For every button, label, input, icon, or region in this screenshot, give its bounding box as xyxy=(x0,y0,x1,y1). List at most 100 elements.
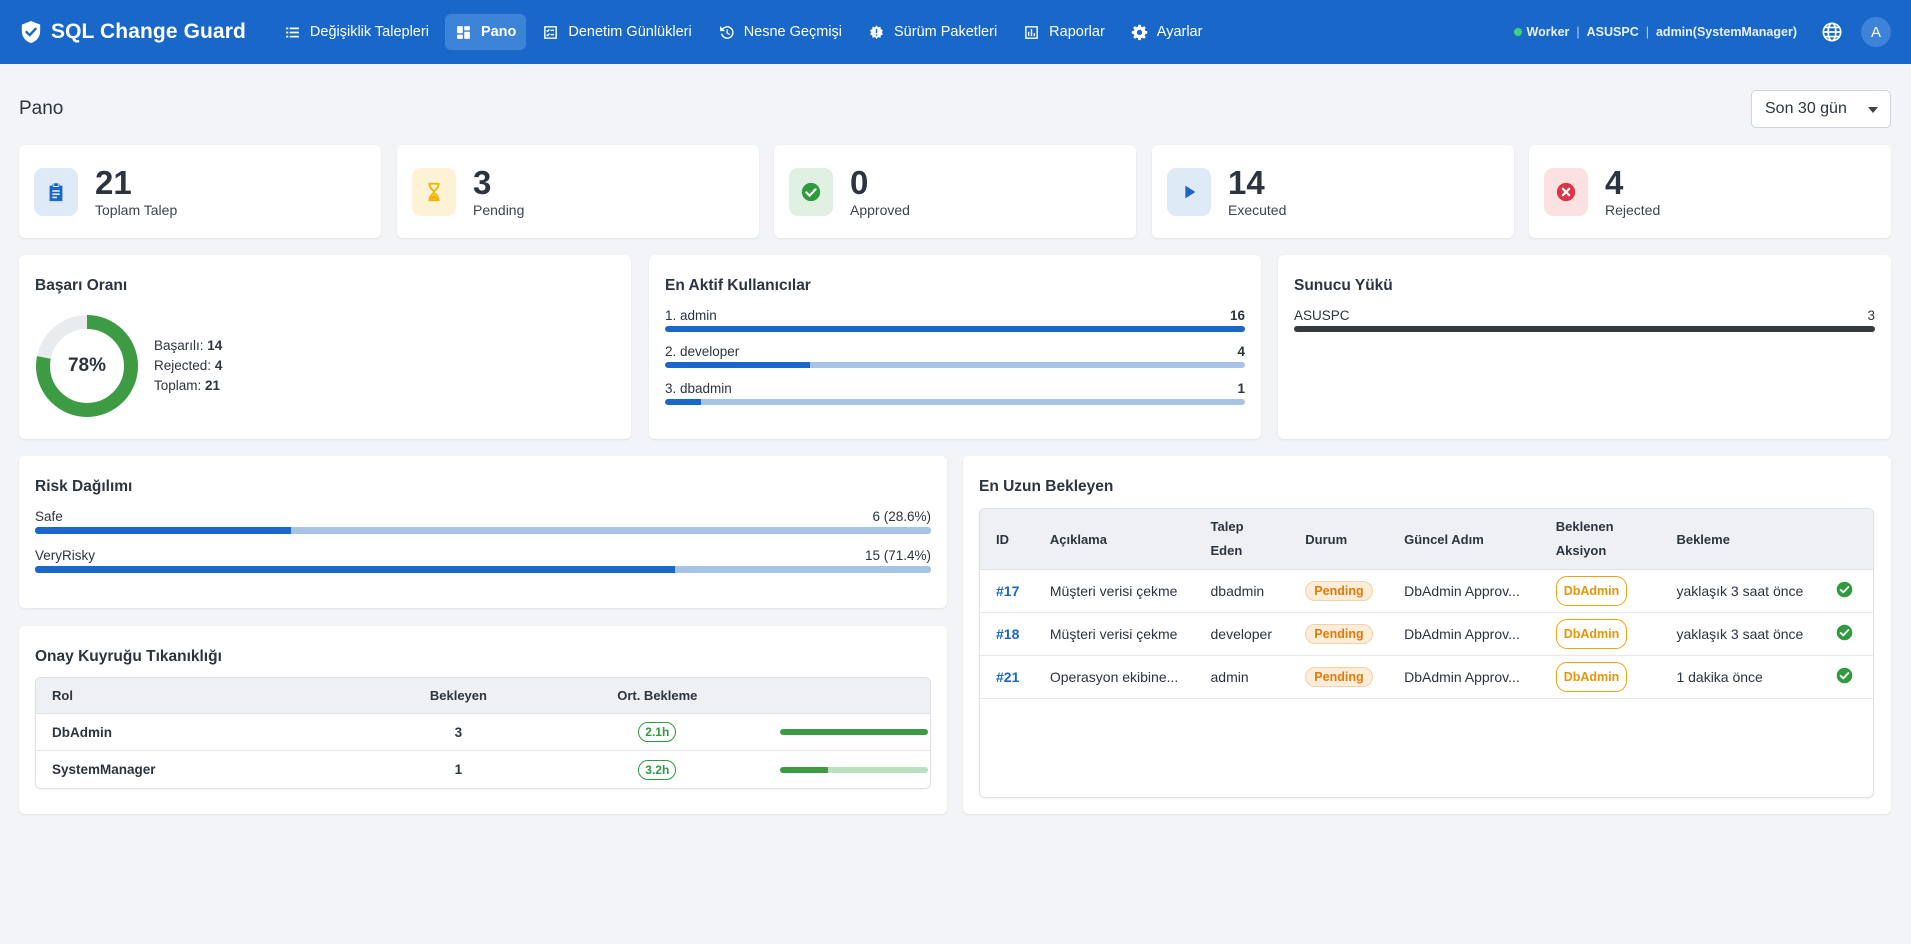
table-row[interactable]: #17 Müşteri verisi çekme dbadmin Pending… xyxy=(980,570,1873,613)
avg-wait-badge: 2.1h xyxy=(638,722,677,742)
server-bar-track xyxy=(1294,326,1875,332)
nav-item-dashboard[interactable]: Pano xyxy=(444,14,527,50)
risk-count: 6 (28.6%) xyxy=(872,509,931,524)
check-circle-icon[interactable] xyxy=(1836,667,1853,684)
request-id-cell: #21 xyxy=(980,669,1050,685)
chart-icon xyxy=(1025,25,1039,39)
check-circle-icon[interactable] xyxy=(1836,624,1853,641)
queue-role: SystemManager xyxy=(52,762,156,777)
risk-bar-track xyxy=(35,566,931,573)
request-id-link[interactable]: #18 xyxy=(996,626,1020,642)
globe-icon[interactable] xyxy=(1821,21,1843,43)
nav-item-change-requests[interactable]: Değişiklik Talepleri xyxy=(274,14,439,50)
user-count: 1 xyxy=(1237,381,1245,396)
nav-item-release-packages[interactable]: Sürüm Paketleri xyxy=(858,14,1007,50)
longest-table-header: ID Açıklama Talep Eden Durum Güncel Adım… xyxy=(980,509,1873,570)
action-cell: DbAdmin xyxy=(1555,619,1677,649)
avatar[interactable]: A xyxy=(1861,17,1891,47)
nav-item-label: Değişiklik Talepleri xyxy=(309,24,429,40)
user-bar-fill xyxy=(665,326,1245,332)
col-header-status[interactable]: Durum xyxy=(1305,531,1348,547)
col-header-requester[interactable]: Talep Eden xyxy=(1211,515,1306,563)
ok-cell xyxy=(1836,667,1873,687)
legend-value: 4 xyxy=(214,358,223,373)
col-header-avg[interactable]: Ort. Bekleme xyxy=(617,688,698,703)
col-header-requester-text: Talep Eden xyxy=(1210,519,1244,558)
col-header-id[interactable]: ID xyxy=(996,531,1009,547)
stat-label: Pending xyxy=(473,202,525,218)
col-header-role[interactable]: Rol xyxy=(52,688,73,703)
nav-item-label: Ayarlar xyxy=(1156,24,1203,40)
legend-label: Başarılı: xyxy=(154,338,204,353)
checklist-icon xyxy=(544,25,558,39)
user-bar-track xyxy=(665,362,1245,368)
list-icon xyxy=(286,27,299,37)
stat-icon-wrap xyxy=(34,167,78,216)
table-row[interactable]: #18 Müşteri verisi çekme developer Pendi… xyxy=(980,613,1873,656)
card-title: Sunucu Yükü xyxy=(1294,277,1393,294)
table-row[interactable]: #21 Operasyon ekibine... admin Pending D… xyxy=(980,656,1873,699)
server-load-card: Sunucu Yükü ASUSPC 3 xyxy=(1278,255,1891,439)
nav-item-object-history[interactable]: Nesne Geçmişi xyxy=(708,14,852,50)
success-donut xyxy=(36,315,138,417)
date-range-select[interactable]: Son 30 gün xyxy=(1751,90,1891,128)
col-header-action[interactable]: Beklenen Aksiyon xyxy=(1556,515,1677,563)
risk-name: VeryRisky xyxy=(35,548,96,563)
status-badge: Pending xyxy=(1305,581,1373,601)
history-icon xyxy=(719,25,734,39)
user-count: 4 xyxy=(1237,344,1245,359)
col-header-wait[interactable]: Bekleme xyxy=(1676,531,1730,547)
stat-label: Executed xyxy=(1228,202,1287,218)
ok-cell xyxy=(1836,581,1873,601)
request-wait: 1 dakika önce xyxy=(1676,669,1763,685)
request-id-link[interactable]: #21 xyxy=(996,669,1020,685)
table-row: DbAdmin 3 2.1h xyxy=(36,714,930,751)
status-badge: Pending xyxy=(1305,667,1373,687)
col-header-waiting[interactable]: Bekleyen xyxy=(429,688,487,703)
col-header-step[interactable]: Güncel Adım xyxy=(1404,531,1484,547)
server-count: 3 xyxy=(1867,308,1875,323)
x-circle-icon xyxy=(1556,182,1576,201)
request-wait: yaklaşık 3 saat önce xyxy=(1676,583,1804,599)
legend-total: Toplam: 21 xyxy=(154,376,222,396)
brand[interactable]: SQL Change Guard xyxy=(20,20,246,44)
action-cell: DbAdmin xyxy=(1555,576,1677,606)
user-bar-track xyxy=(665,326,1245,332)
request-id-cell: #17 xyxy=(980,583,1050,599)
server-bar-row: ASUSPC 3 xyxy=(1294,308,1875,332)
stat-text: 14 Executed xyxy=(1228,164,1287,219)
request-requester: admin xyxy=(1210,669,1249,685)
request-desc: Müşteri verisi çekme xyxy=(1049,626,1178,642)
nav-item-reports[interactable]: Raporlar xyxy=(1013,14,1115,50)
nav-item-audit-logs[interactable]: Denetim Günlükleri xyxy=(532,14,701,50)
legend-label: Toplam: xyxy=(154,378,202,393)
queue-waiting: 3 xyxy=(454,724,463,740)
user-bar-fill xyxy=(665,362,810,368)
col-header-desc[interactable]: Açıklama xyxy=(1049,531,1107,547)
nav-item-settings[interactable]: Ayarlar xyxy=(1121,14,1213,50)
stat-value: 0 xyxy=(850,164,869,201)
request-id-link[interactable]: #17 xyxy=(996,583,1020,599)
dashboard-icon xyxy=(457,25,470,39)
legend-value: 21 xyxy=(205,378,221,393)
check-circle-icon[interactable] xyxy=(1836,581,1853,598)
stat-value: 14 xyxy=(1228,164,1265,201)
active-users-card: En Aktif Kullanıcılar 1. admin 16 2. deve… xyxy=(649,255,1261,439)
user-label: admin(SystemManager) xyxy=(1655,25,1797,39)
card-title: Onay Kuyruğu Tıkanıklığı xyxy=(35,648,222,665)
queue-bar-cell xyxy=(779,729,930,735)
action-cell: DbAdmin xyxy=(1555,662,1677,692)
user-bar-track xyxy=(665,399,1245,405)
worker-label: Worker xyxy=(1526,25,1570,39)
queue-bar-track xyxy=(779,766,928,773)
user-count: 16 xyxy=(1229,308,1245,323)
queue-bar-fill xyxy=(779,729,928,735)
stat-label: Approved xyxy=(850,202,910,218)
stat-value: 21 xyxy=(95,164,132,201)
check-circle-icon xyxy=(801,182,821,201)
card-title: En Aktif Kullanıcılar xyxy=(665,277,811,294)
status-cell: Pending xyxy=(1305,624,1404,644)
approval-queue-card: Onay Kuyruğu Tıkanıklığı Rol Bekleyen Or… xyxy=(19,626,947,814)
user-name: 1. admin xyxy=(665,308,717,323)
server-name: ASUSPC xyxy=(1294,308,1350,323)
